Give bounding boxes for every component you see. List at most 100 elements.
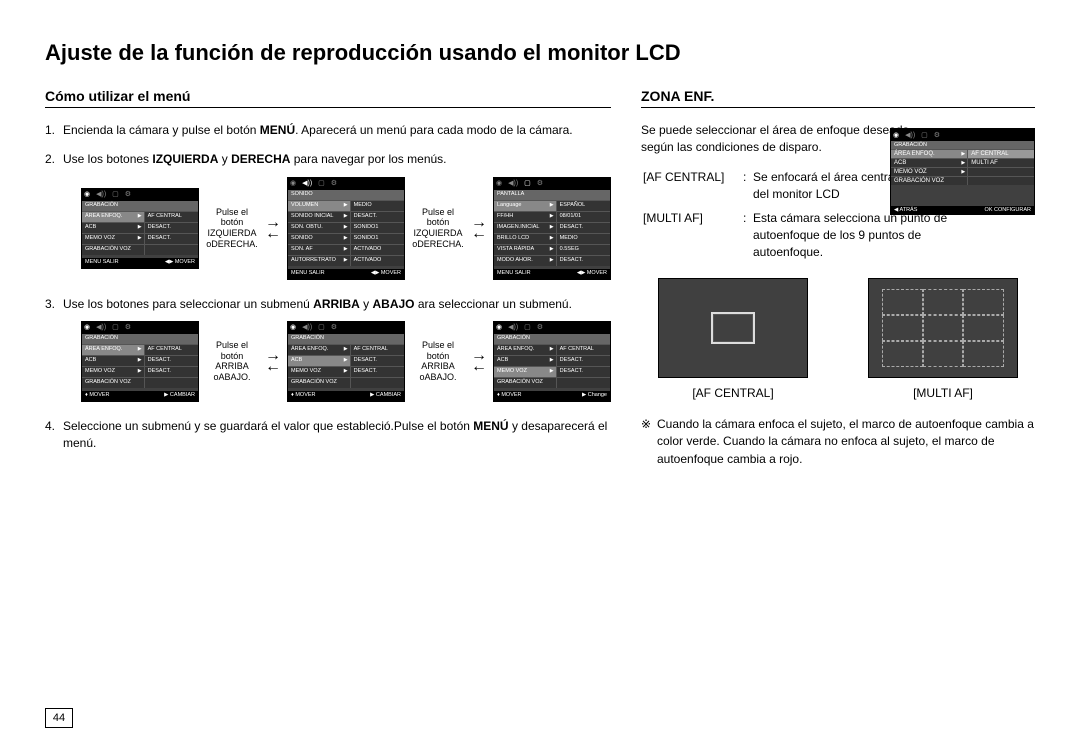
c: AF CENTRAL bbox=[351, 345, 404, 355]
c: FF/HH bbox=[497, 213, 513, 219]
sec: GRABACIÓN bbox=[82, 201, 198, 211]
step-3: 3. Use los botones para seleccionar un s… bbox=[63, 296, 611, 402]
c: IMAGEN.INICIAL bbox=[497, 224, 539, 230]
f: OK CONFIGURAR bbox=[985, 207, 1031, 213]
c: ACB bbox=[497, 357, 508, 363]
c: MEMO VOZ bbox=[85, 368, 115, 374]
c: SON. AF bbox=[291, 246, 313, 252]
c: DESACT. bbox=[145, 234, 198, 244]
lcd-screen-c: ◉◀))▢⚙ PANTALLA Language▶ESPAÑOL FF/HH▶0… bbox=[493, 177, 611, 280]
c: ÁREA ENFOQ. bbox=[85, 346, 122, 352]
c: AUTORRETRATO bbox=[291, 257, 336, 263]
c: SONIDO INICIAL bbox=[291, 213, 333, 219]
sec: GRABACIÓN bbox=[891, 141, 1034, 149]
t: ara seleccionar un submenú. bbox=[415, 297, 572, 311]
c: BRILLO LCD bbox=[497, 235, 529, 241]
c: DESACT. bbox=[145, 367, 198, 377]
c: ACTIVADO bbox=[351, 256, 404, 266]
arrows-icon: →← bbox=[471, 350, 487, 372]
t: para navegar por los menús. bbox=[290, 152, 446, 166]
t: ABAJO bbox=[373, 297, 415, 311]
f: ▶ Change bbox=[582, 392, 607, 400]
c bbox=[145, 378, 198, 388]
f: ◀▶ MOVER bbox=[165, 259, 195, 267]
c: GRABACIÓN VOZ bbox=[85, 379, 131, 385]
preview-af-central bbox=[658, 278, 808, 378]
t: Encienda la cámara y pulse el botón bbox=[63, 123, 260, 137]
page-number: 44 bbox=[45, 708, 73, 728]
c: MEDIO bbox=[557, 234, 610, 244]
term: [AF CENTRAL] bbox=[643, 169, 743, 204]
c: MEMO VOZ bbox=[894, 169, 927, 175]
c: ACB bbox=[894, 160, 906, 166]
c: DESACT. bbox=[557, 256, 610, 266]
step-4: 4. Seleccione un submenú y se guardará e… bbox=[63, 418, 611, 453]
c: AF CENTRAL bbox=[557, 345, 610, 355]
c: ACB bbox=[85, 224, 96, 230]
arrows-icon: →← bbox=[471, 217, 487, 239]
c: DESACT. bbox=[557, 356, 610, 366]
def-multi-af: [MULTI AF] : Esta cámara selecciona un p… bbox=[643, 210, 963, 262]
c: VOLUMEN bbox=[291, 202, 318, 208]
c: MULTI AF bbox=[968, 159, 1034, 167]
f: ◀ ATRÁS bbox=[894, 207, 917, 213]
c bbox=[351, 378, 404, 388]
t: MENÚ bbox=[473, 419, 508, 433]
c: VISTA RÁPIDA bbox=[497, 246, 534, 252]
t: DERECHA bbox=[231, 152, 290, 166]
f: ▶ CAMBIAR bbox=[164, 392, 195, 400]
f: ♦ MOVER bbox=[85, 392, 110, 400]
af-grid-icon bbox=[882, 289, 1004, 367]
lcd-screen-d: ◉◀))▢⚙ GRABACIÓN ÁREA ENFOQ.▶AF CENTRAL … bbox=[81, 321, 199, 402]
caption-2: Pulse el botón IZQUIERDA oDERECHA. bbox=[411, 207, 465, 250]
right-heading: ZONA ENF. bbox=[641, 88, 1035, 108]
c: DESACT. bbox=[145, 223, 198, 233]
t: y bbox=[218, 152, 231, 166]
t: ARRIBA bbox=[313, 297, 360, 311]
c: ÁREA ENFOQ. bbox=[291, 346, 328, 352]
caption-3: Pulse el botón ARRIBA oABAJO. bbox=[205, 340, 259, 383]
c: 0.5SEG bbox=[557, 245, 610, 255]
c: GRABACIÓN VOZ bbox=[894, 178, 944, 184]
step-2: 2. Use los botones IZQUIERDA y DERECHA p… bbox=[63, 151, 611, 279]
c: MEDIO bbox=[351, 201, 404, 211]
c: ÁREA ENFOQ. bbox=[497, 346, 534, 352]
c bbox=[145, 245, 198, 255]
lcd-screen-f: ◉◀))▢⚙ GRABACIÓN ÁREA ENFOQ.▶AF CENTRAL … bbox=[493, 321, 611, 402]
c: SONIDO bbox=[291, 235, 313, 241]
c: ÁREA ENFOQ. bbox=[85, 213, 122, 219]
f: ♦ MOVER bbox=[291, 392, 316, 400]
c: MEMO VOZ bbox=[497, 368, 527, 374]
c: ACB bbox=[291, 357, 302, 363]
c: DESACT. bbox=[145, 356, 198, 366]
arrows-icon: →← bbox=[265, 350, 281, 372]
c: ESPAÑOL bbox=[557, 201, 610, 211]
c: MEMO VOZ bbox=[85, 235, 115, 241]
lcd-screen-a: ◉◀))▢⚙ GRABACIÓN ÁREA ENFOQ.▶AF CENTRAL … bbox=[81, 188, 199, 269]
zona-enf-lcd: ◉◀))▢⚙ GRABACIÓN ÁREA ENFOQ.▶AF CENTRAL … bbox=[890, 128, 1035, 215]
lcd-screen-b: ◉◀))▢⚙ SONIDO VOLUMEN▶MEDIO SONIDO INICI… bbox=[287, 177, 405, 280]
f: MENU SALIR bbox=[291, 270, 325, 278]
left-heading: Cómo utilizar el menú bbox=[45, 88, 611, 108]
c: DESACT. bbox=[351, 356, 404, 366]
c: Language bbox=[497, 202, 521, 208]
term: [MULTI AF] bbox=[643, 210, 743, 262]
f: ◀▶ MOVER bbox=[371, 270, 401, 278]
t: MENÚ bbox=[260, 123, 295, 137]
t: . Aparecerá un menú para cada modo de la… bbox=[295, 123, 573, 137]
left-column: Cómo utilizar el menú 1. Encienda la cám… bbox=[45, 88, 611, 468]
t: Seleccione un submenú y se guardará el v… bbox=[63, 419, 473, 433]
arrows-icon: →← bbox=[265, 217, 281, 239]
c: GRABACIÓN VOZ bbox=[85, 246, 131, 252]
c: AF CENTRAL bbox=[968, 150, 1034, 158]
f: ♦ MOVER bbox=[497, 392, 522, 400]
c: SONIDO1 bbox=[351, 223, 404, 233]
c: SONIDO1 bbox=[351, 234, 404, 244]
preview-label-1: [AF CENTRAL] bbox=[658, 386, 808, 400]
c: DESACT. bbox=[557, 223, 610, 233]
c: 08/01/01 bbox=[557, 212, 610, 222]
caption-1: Pulse el botón IZQUIERDA oDERECHA. bbox=[205, 207, 259, 250]
c: AF CENTRAL bbox=[145, 345, 198, 355]
t: IZQUIERDA bbox=[152, 152, 218, 166]
sec: PANTALLA bbox=[494, 190, 610, 200]
